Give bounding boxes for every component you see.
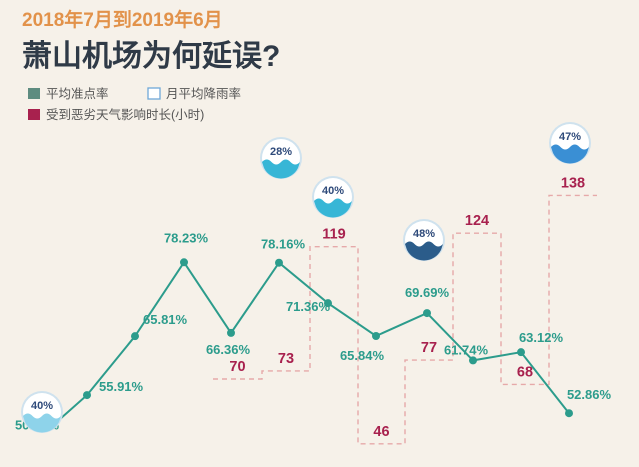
rain-drop-wave xyxy=(262,159,300,179)
legend-label-rain: 月平均降雨率 xyxy=(166,86,241,101)
rain-rate-label: 48% xyxy=(413,228,435,240)
chart-title: 萧山机场为何延误? xyxy=(22,40,280,73)
on-time-line xyxy=(52,260,570,427)
weather-hours-label: 46 xyxy=(373,424,389,440)
data-point xyxy=(517,348,525,357)
rain-rate-drops-layer: 40% 28% 40% 48% 47% xyxy=(21,122,591,433)
rain-rate-label: 40% xyxy=(322,185,344,197)
weather-hours-label: 68 xyxy=(517,364,533,380)
data-point-label: 61.74% xyxy=(444,342,489,357)
data-point-label: 78.16% xyxy=(261,237,306,252)
legend-swatch-weather xyxy=(28,109,40,120)
data-point-label: 78.23% xyxy=(164,230,209,245)
legend-label-weather: 受到恶劣天气影响时长(小时) xyxy=(46,107,204,122)
legend-swatch-on_time xyxy=(28,88,40,99)
data-point xyxy=(423,309,431,318)
weather-hours-label: 70 xyxy=(229,359,245,375)
chart-subtitle: 2018年7月到2019年6月 xyxy=(22,8,223,31)
weather-hours-label: 138 xyxy=(561,175,585,191)
rain-drop: 40% xyxy=(21,391,63,433)
data-point xyxy=(131,332,139,341)
rain-drop: 40% xyxy=(312,176,354,218)
data-point-label: 71.36% xyxy=(286,299,331,314)
rain-rate-label: 40% xyxy=(31,400,53,412)
data-point xyxy=(469,356,477,365)
data-point-label: 63.12% xyxy=(519,330,564,345)
data-point xyxy=(83,391,91,400)
data-point-label: 65.81% xyxy=(143,312,188,327)
weather-hours-label: 73 xyxy=(278,351,294,367)
weather-hours-label: 119 xyxy=(322,227,345,243)
data-point xyxy=(324,299,332,308)
weather-hours-label: 124 xyxy=(465,213,489,229)
legend-swatch-rain xyxy=(147,87,161,100)
on-time-line-layer: 50.84%55.91%65.81%78.23%66.36%78.16%71.3… xyxy=(15,230,612,432)
rain-rate-label: 47% xyxy=(559,131,581,143)
data-point-label: 55.91% xyxy=(99,379,144,394)
rain-drop-wave xyxy=(551,144,589,164)
rain-drop-wave xyxy=(23,413,61,433)
rain-drop: 28% xyxy=(260,137,302,179)
data-point-label: 66.36% xyxy=(206,342,251,357)
rain-drop: 47% xyxy=(549,122,591,164)
data-point xyxy=(565,409,573,418)
rain-drop-wave xyxy=(405,241,443,261)
rain-rate-label: 28% xyxy=(270,146,292,158)
rain-drop: 48% xyxy=(403,219,445,261)
weather-hours-layer: 70 73 119 46 77 124 68 138 xyxy=(213,175,597,445)
rain-drop-wave xyxy=(314,198,352,218)
legend-label-on_time: 平均准点率 xyxy=(46,86,109,101)
data-point xyxy=(180,258,188,267)
data-point xyxy=(227,328,235,337)
data-point-label: 65.84% xyxy=(340,348,385,363)
weather-hours-label: 77 xyxy=(421,340,437,356)
data-point xyxy=(372,332,380,341)
data-point xyxy=(275,258,283,267)
data-point-label: 69.69% xyxy=(405,285,450,300)
data-point-label: 52.86% xyxy=(567,387,612,402)
weather-hours-steps xyxy=(213,194,597,445)
